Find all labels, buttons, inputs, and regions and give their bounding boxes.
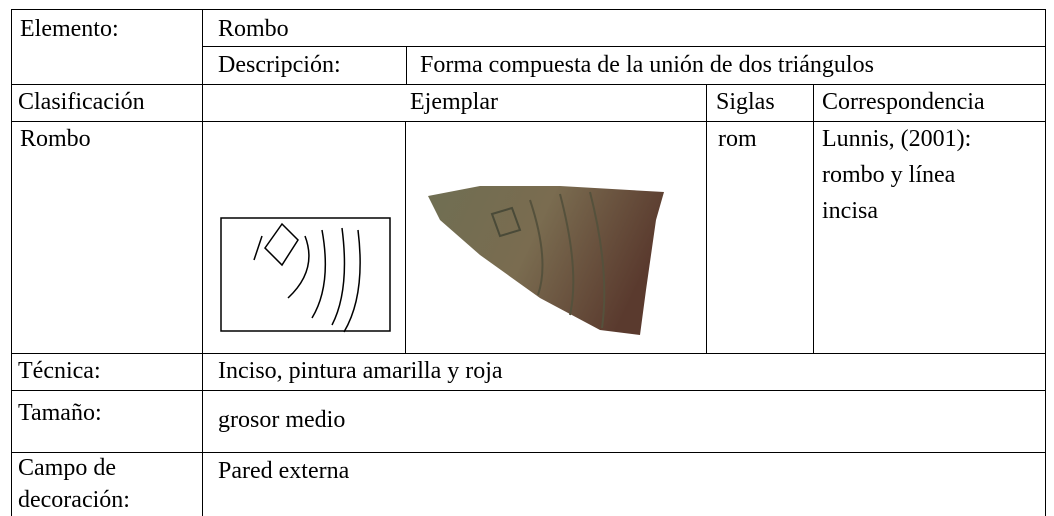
description-label: Descripción:	[218, 52, 341, 78]
field-label: Campo de decoración:	[18, 455, 130, 513]
header-cell: Correspondencia	[822, 89, 985, 115]
rule	[11, 390, 1046, 391]
description-value: Forma compuesta de la unión de dos trián…	[420, 52, 874, 78]
technique-value: Inciso, pintura amarilla y roja	[218, 358, 503, 384]
acronym: rom	[718, 126, 757, 152]
correspondence: Lunnis, (2001): rombo y línea incisa	[822, 126, 972, 224]
rule	[11, 9, 1046, 10]
rule	[706, 84, 707, 353]
rule	[813, 84, 814, 353]
header-cell: Ejemplar	[410, 89, 498, 115]
sketch	[220, 217, 391, 333]
rule	[11, 84, 1046, 85]
header-cell: Siglas	[716, 89, 775, 115]
rule	[11, 121, 1046, 122]
rule	[11, 353, 1046, 354]
header-cell: Clasificación	[18, 89, 145, 115]
rule	[202, 9, 203, 516]
technique-label: Técnica:	[18, 358, 101, 384]
rule	[1045, 9, 1046, 516]
element-label: Elemento:	[20, 16, 119, 42]
rule	[202, 46, 1046, 47]
element-value: Rombo	[218, 16, 289, 42]
rule	[405, 121, 406, 353]
sherd-photo	[428, 186, 664, 335]
size-label: Tamaño:	[18, 400, 102, 426]
field-value: Pared externa	[218, 458, 350, 484]
size-value: grosor medio	[218, 407, 346, 433]
rule	[11, 452, 1046, 453]
classification: Rombo	[20, 126, 91, 152]
rule	[406, 46, 407, 84]
rule	[11, 9, 12, 516]
